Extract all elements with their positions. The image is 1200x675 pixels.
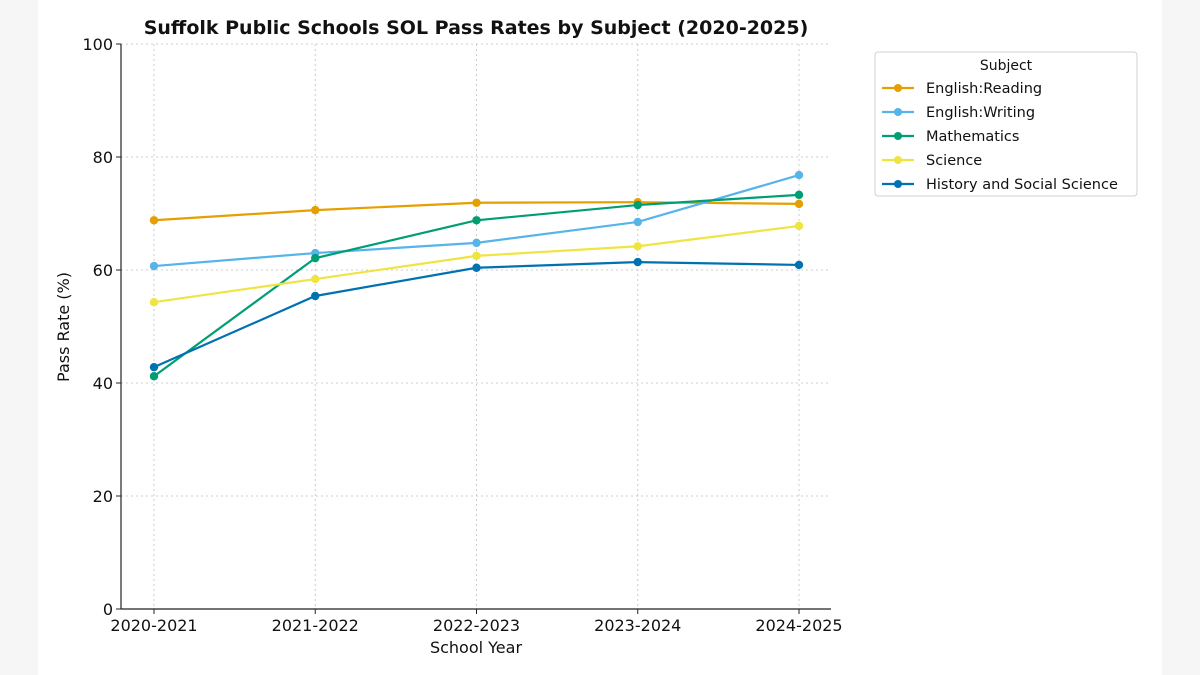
data-point <box>472 251 481 261</box>
y-tick-label: 20 <box>93 487 113 506</box>
legend-marker <box>894 108 902 116</box>
data-point <box>311 291 320 301</box>
series-english-reading <box>149 198 804 225</box>
x-tick-label: 2024-2025 <box>755 616 842 635</box>
legend-label: History and Social Science <box>926 177 1118 193</box>
legend-label: English:Reading <box>926 81 1042 97</box>
data-point <box>794 221 804 231</box>
y-tick-label: 80 <box>93 148 113 167</box>
legend-marker <box>894 132 902 140</box>
y-tick-label: 60 <box>93 261 113 280</box>
data-point <box>633 200 642 210</box>
legend-item: English:Reading <box>882 81 1042 97</box>
data-point <box>149 372 159 381</box>
x-tick-label: 2022-2023 <box>433 616 520 635</box>
legend-item: Science <box>882 153 982 169</box>
data-point <box>633 257 642 267</box>
legend-marker <box>894 84 902 92</box>
data-point <box>472 238 481 248</box>
data-point <box>149 362 159 372</box>
legend-title: Subject <box>980 58 1033 74</box>
legend-item: English:Writing <box>882 105 1035 121</box>
legend-label: Science <box>926 153 982 169</box>
data-point <box>149 261 159 271</box>
x-tick-label: 2023-2024 <box>594 616 681 635</box>
data-point <box>633 217 642 227</box>
data-point <box>472 263 481 272</box>
data-point <box>311 253 320 263</box>
data-point <box>311 274 320 284</box>
data-point <box>794 170 804 180</box>
series-english-writing <box>149 170 804 271</box>
y-axis-label: Pass Rate (%) <box>54 272 73 382</box>
x-tick-label: 2020-2021 <box>110 616 197 635</box>
data-point <box>633 242 642 251</box>
data-point <box>311 205 320 215</box>
legend-label: English:Writing <box>926 105 1035 121</box>
data-point <box>149 298 159 307</box>
series-science <box>149 221 804 307</box>
y-tick-label: 0 <box>103 600 113 619</box>
x-tick-label: 2021-2022 <box>272 616 359 635</box>
data-point <box>794 199 804 209</box>
legend-item: History and Social Science <box>882 177 1118 193</box>
data-point <box>794 190 804 200</box>
legend-marker <box>894 180 902 188</box>
y-tick-label: 100 <box>82 35 113 54</box>
series-mathematics <box>149 190 804 381</box>
data-point <box>472 198 481 207</box>
legend-item: Mathematics <box>882 129 1019 145</box>
data-point <box>794 260 804 270</box>
y-tick-label: 40 <box>93 374 113 393</box>
legend-marker <box>894 156 902 164</box>
data-point <box>149 216 159 225</box>
data-point <box>472 216 481 225</box>
legend-label: Mathematics <box>926 129 1019 145</box>
x-axis-label: School Year <box>430 638 523 657</box>
legend-box <box>874 51 1138 197</box>
series-history-and-social-science <box>149 257 804 372</box>
chart-title: Suffolk Public Schools SOL Pass Rates by… <box>144 17 809 39</box>
